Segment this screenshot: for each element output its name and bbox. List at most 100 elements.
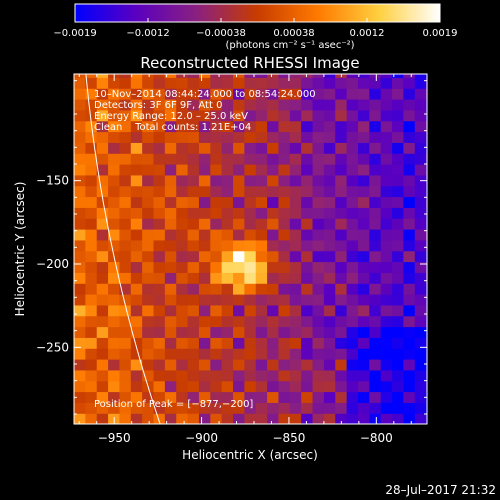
- heatmap-cell: [108, 218, 121, 230]
- heatmap-cell: [323, 153, 336, 165]
- heatmap-cell: [153, 272, 166, 284]
- heatmap-cell: [108, 131, 121, 143]
- heatmap-cell: [221, 250, 234, 263]
- heatmap-cell: [414, 391, 427, 403]
- heatmap-cell: [142, 174, 155, 187]
- heatmap-cell: [233, 402, 245, 414]
- heatmap-cell: [96, 304, 109, 317]
- heatmap-cell: [380, 174, 393, 187]
- heatmap-cell: [74, 294, 86, 306]
- heatmap-cell: [403, 74, 416, 78]
- heatmap-cell: [176, 153, 189, 165]
- heatmap-cell: [255, 131, 268, 143]
- heatmap-cell: [153, 283, 166, 295]
- heatmap-cell: [335, 369, 348, 382]
- heatmap-cell: [323, 380, 336, 393]
- heatmap-cell: [176, 229, 189, 241]
- heatmap-cell: [289, 391, 302, 403]
- colorbar: [74, 3, 441, 23]
- heatmap-cell: [426, 196, 427, 208]
- heatmap-cell: [346, 164, 359, 176]
- heatmap-cell: [119, 391, 132, 403]
- heatmap-cell: [335, 391, 348, 403]
- heatmap-cell: [335, 294, 348, 306]
- heatmap-cell: [164, 283, 177, 295]
- heatmap-cell: [312, 272, 325, 284]
- heatmap-cell: [119, 131, 132, 143]
- colorbar-tick-label: −0.0012: [126, 28, 169, 39]
- heatmap-cell: [130, 142, 143, 154]
- heatmap-cell: [403, 391, 416, 403]
- heatmap-cell: [312, 250, 325, 263]
- heatmap-cell: [403, 239, 416, 252]
- heatmap-cell: [403, 153, 416, 165]
- heatmap-cell: [414, 196, 427, 208]
- heatmap-cell: [312, 283, 325, 295]
- heatmap-cell: [335, 359, 348, 371]
- heatmap-cell: [85, 315, 98, 328]
- heatmap-cell: [301, 164, 314, 176]
- heatmap-cell: [85, 239, 98, 252]
- heatmap-cell: [357, 207, 370, 219]
- heatmap-cell: [392, 77, 405, 89]
- heatmap-cell: [153, 369, 166, 382]
- heatmap-cell: [233, 99, 245, 111]
- heatmap-cell: [221, 229, 234, 241]
- heatmap-cell: [335, 315, 348, 328]
- heatmap-cell: [244, 142, 257, 154]
- heatmap-cell: [312, 380, 325, 393]
- heatmap-cell: [301, 196, 314, 208]
- heatmap-cell: [153, 348, 166, 360]
- heatmap-cell: [323, 326, 336, 338]
- heatmap-cell: [153, 239, 166, 252]
- heatmap-cell: [244, 218, 257, 230]
- heatmap-cell: [403, 229, 416, 241]
- heatmap-cell: [119, 74, 132, 78]
- heatmap-cell: [130, 402, 143, 414]
- heatmap-cell: [85, 88, 98, 100]
- heatmap-cell: [153, 196, 166, 208]
- heatmap-cell: [233, 348, 245, 360]
- heatmap-cell: [74, 196, 86, 208]
- heatmap-cell: [392, 348, 405, 360]
- heatmap-cell: [289, 239, 302, 252]
- heatmap-cell: [357, 120, 370, 133]
- heatmap-cell: [187, 239, 200, 252]
- heatmap-cell: [221, 185, 234, 198]
- heatmap-cell: [267, 304, 280, 317]
- heatmap-cell: [130, 326, 143, 338]
- heatmap-cell: [119, 337, 132, 349]
- heatmap-cell: [108, 315, 121, 328]
- heatmap-cell: [210, 142, 223, 154]
- heatmap-cell: [255, 185, 268, 198]
- heatmap-cell: [96, 272, 109, 284]
- heatmap-cell: [198, 413, 211, 424]
- heatmap-cell: [153, 218, 166, 230]
- footer-timestamp: 28–Jul–2017 21:32: [385, 483, 496, 497]
- heatmap-cell: [198, 131, 211, 143]
- heatmap-cell: [74, 74, 86, 78]
- heatmap-cell: [176, 283, 189, 295]
- heatmap-cell: [130, 337, 143, 349]
- heatmap-cell: [392, 261, 405, 273]
- heatmap-cell: [335, 239, 348, 252]
- heatmap-cell: [244, 326, 257, 338]
- heatmap-cell: [142, 348, 155, 360]
- heatmap-cell: [278, 218, 291, 230]
- heatmap-cell: [142, 283, 155, 295]
- heatmap-cell: [289, 369, 302, 382]
- heatmap-cell: [198, 283, 211, 295]
- heatmap-cell: [255, 218, 268, 230]
- heatmap-cell: [414, 359, 427, 371]
- heatmap-cell: [85, 164, 98, 176]
- heatmap-cell: [369, 88, 382, 100]
- heatmap-cell: [267, 283, 280, 295]
- heatmap-cell: [74, 272, 86, 284]
- heatmap-cell: [74, 131, 86, 143]
- heatmap-cell: [233, 153, 245, 165]
- heatmap-cell: [380, 77, 393, 89]
- heatmap-cell: [323, 196, 336, 208]
- heatmap-cell: [130, 196, 143, 208]
- heatmap-cell: [335, 185, 348, 198]
- heatmap-cell: [392, 315, 405, 328]
